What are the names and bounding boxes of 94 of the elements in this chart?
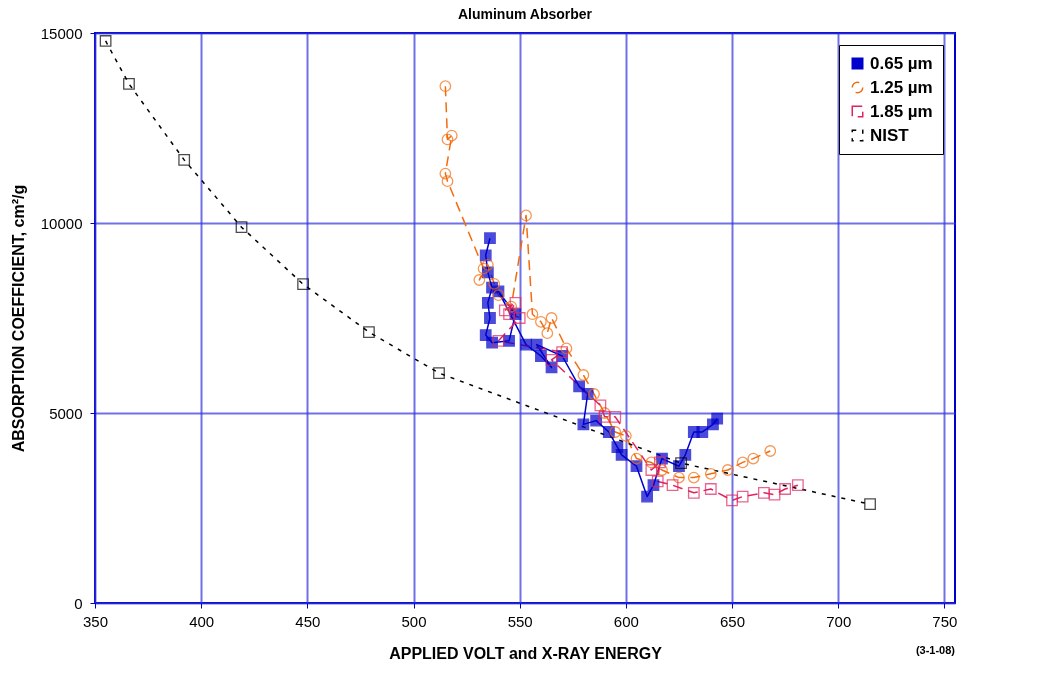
point xyxy=(235,221,248,234)
point xyxy=(509,296,522,309)
point xyxy=(560,342,573,355)
point xyxy=(736,490,749,503)
point xyxy=(556,346,569,359)
point xyxy=(711,412,724,425)
point xyxy=(505,300,518,313)
point xyxy=(503,334,515,347)
point xyxy=(484,232,496,245)
point xyxy=(178,154,191,166)
point xyxy=(696,426,709,438)
point xyxy=(747,452,760,465)
point xyxy=(526,308,539,321)
chart-title: Aluminum Absorber xyxy=(457,6,593,22)
point xyxy=(297,278,309,291)
x-axis-title: APPLIED VOLT and X-RAY ENERGY xyxy=(389,644,663,662)
point xyxy=(721,464,734,476)
point xyxy=(530,338,543,351)
point xyxy=(609,426,622,438)
legend-label: NIST xyxy=(870,125,910,145)
point xyxy=(656,464,668,476)
point xyxy=(630,452,643,465)
point xyxy=(645,464,658,476)
text: (3-1-08) xyxy=(915,644,956,656)
point xyxy=(535,315,547,328)
point xyxy=(545,312,558,324)
point xyxy=(791,479,804,492)
x-tick-label: 350 xyxy=(82,612,109,630)
point xyxy=(441,175,454,188)
point xyxy=(520,209,532,222)
legend-label: 1.85 µm xyxy=(870,101,933,121)
point xyxy=(545,353,558,366)
point xyxy=(598,407,611,419)
point xyxy=(123,78,135,90)
x-tick-label: 600 xyxy=(613,612,639,630)
point xyxy=(641,490,653,503)
x-tick-label: 550 xyxy=(507,612,533,630)
point xyxy=(441,133,454,146)
point xyxy=(619,429,632,442)
point xyxy=(363,326,375,338)
point xyxy=(594,399,607,412)
point xyxy=(535,350,547,362)
x-tick-label: 450 xyxy=(295,612,321,630)
point xyxy=(687,486,700,499)
point xyxy=(764,445,777,457)
y-tick-label: 5000 xyxy=(49,404,83,422)
point xyxy=(484,312,496,324)
point xyxy=(503,308,515,321)
point xyxy=(481,296,494,309)
point xyxy=(651,475,664,488)
y-tick-label: 0 xyxy=(74,594,83,612)
point xyxy=(479,249,492,262)
point xyxy=(645,456,658,469)
legend-label: 0.65 µm xyxy=(870,53,933,73)
point xyxy=(779,483,792,495)
legend-label: 1.25 µm xyxy=(870,77,933,97)
x-tick-label: 700 xyxy=(826,612,852,630)
point xyxy=(609,410,622,423)
point xyxy=(666,479,679,492)
y-axis-title: ABSORPTION COEFFICIENT, cm²/g xyxy=(9,184,27,453)
point xyxy=(439,167,452,180)
point xyxy=(736,456,749,469)
x-tick-label: 750 xyxy=(932,612,958,630)
point xyxy=(757,486,770,499)
point xyxy=(704,483,717,495)
point xyxy=(653,456,666,469)
point xyxy=(768,488,781,501)
point xyxy=(498,304,511,317)
point xyxy=(473,274,486,286)
point xyxy=(99,35,112,47)
point xyxy=(481,258,494,271)
x-tick-label: 500 xyxy=(401,612,427,630)
point xyxy=(588,388,600,400)
point xyxy=(598,410,611,423)
point xyxy=(513,312,526,324)
point xyxy=(673,471,685,484)
x-tick-label: 650 xyxy=(720,612,746,630)
point xyxy=(704,467,717,480)
y-tick-label: 10000 xyxy=(40,214,83,232)
point xyxy=(445,129,458,142)
point xyxy=(477,262,490,275)
point xyxy=(492,289,505,302)
point xyxy=(439,80,452,93)
point xyxy=(864,498,876,511)
point xyxy=(615,448,628,461)
point xyxy=(492,334,505,347)
point xyxy=(726,494,738,507)
point xyxy=(488,277,501,290)
point xyxy=(541,327,554,340)
point xyxy=(577,369,590,381)
y-tick-label: 15000 xyxy=(40,24,83,42)
x-tick-label: 400 xyxy=(189,612,215,630)
point xyxy=(687,471,700,484)
point xyxy=(433,367,445,379)
